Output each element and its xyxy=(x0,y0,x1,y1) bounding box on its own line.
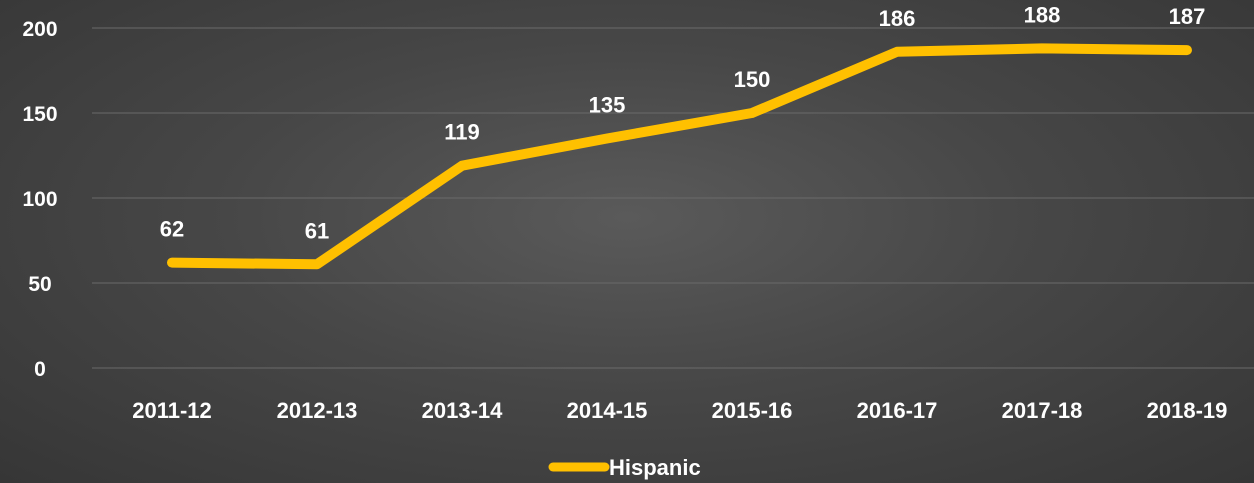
series-line-hispanic xyxy=(167,43,1192,270)
data-point xyxy=(1038,44,1046,53)
data-label: 61 xyxy=(305,218,329,243)
y-tick-label: 150 xyxy=(22,103,57,126)
y-tick-label: 200 xyxy=(22,18,57,41)
data-point xyxy=(748,109,756,117)
legend-label-hispanic: Hispanic xyxy=(609,455,701,480)
y-axis: 0 50 100 150 200 xyxy=(22,18,57,381)
data-point xyxy=(313,260,321,269)
x-tick-label: 2014-15 xyxy=(567,398,648,423)
x-tick-label: 2015-16 xyxy=(712,398,793,423)
x-tick-label: 2017-18 xyxy=(1002,398,1083,423)
data-point xyxy=(168,258,176,267)
data-point xyxy=(893,47,901,56)
legend: Hispanic xyxy=(548,455,701,480)
x-tick-label: 2013-14 xyxy=(422,398,504,423)
data-label: 150 xyxy=(734,67,771,92)
data-label: 62 xyxy=(160,217,184,242)
data-label: 135 xyxy=(589,93,626,118)
y-tick-label: 100 xyxy=(22,188,57,211)
data-point xyxy=(603,134,611,143)
data-label: 119 xyxy=(444,120,480,145)
data-point xyxy=(458,161,466,170)
y-tick-label: 50 xyxy=(28,273,51,296)
x-tick-label: 2011-12 xyxy=(132,398,212,423)
y-tick-label: 0 xyxy=(34,358,46,381)
data-point xyxy=(1183,46,1191,55)
data-label: 186 xyxy=(879,6,916,31)
data-label: 188 xyxy=(1024,2,1061,27)
gridlines xyxy=(92,27,1254,369)
x-tick-label: 2016-17 xyxy=(857,398,938,423)
x-tick-label: 2012-13 xyxy=(277,398,358,423)
series-layer xyxy=(167,43,1192,270)
data-label: 187 xyxy=(1169,4,1206,29)
x-axis: 2011-12 2012-13 2013-14 2014-15 2015-16 2016-… xyxy=(132,398,1227,423)
x-tick-label: 2018-19 xyxy=(1147,398,1228,423)
data-labels: 62 61 119 135 150 186 188 187 xyxy=(160,2,1206,243)
